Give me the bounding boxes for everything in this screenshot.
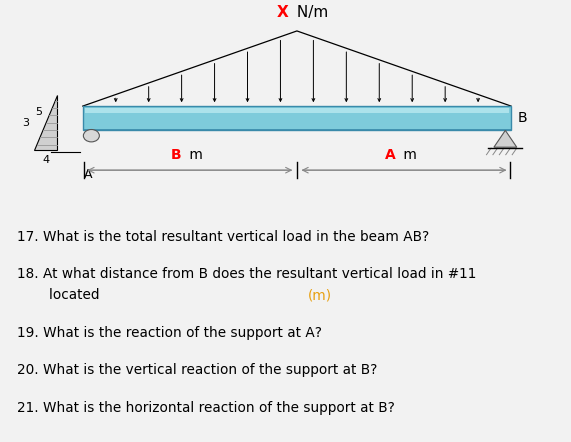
Text: 19. What is the reaction of the support at A?: 19. What is the reaction of the support … — [17, 326, 327, 339]
Text: 18. At what distance from B does the resultant vertical load in #11: 18. At what distance from B does the res… — [17, 267, 477, 282]
Text: 5: 5 — [35, 107, 42, 117]
Text: 17. What is the total resultant vertical load in the beam AB?: 17. What is the total resultant vertical… — [17, 230, 434, 244]
Text: (m): (m) — [308, 288, 332, 302]
Text: 4: 4 — [42, 155, 49, 165]
Text: 21. What is the horizontal reaction of the support at B?: 21. What is the horizontal reaction of t… — [17, 401, 399, 415]
Circle shape — [83, 130, 99, 142]
Polygon shape — [494, 130, 517, 147]
Text: X: X — [276, 5, 288, 20]
Text: m: m — [185, 148, 203, 162]
Text: located: located — [49, 288, 103, 302]
Text: 3: 3 — [22, 118, 29, 128]
Text: A: A — [85, 168, 93, 181]
Bar — [85, 108, 509, 113]
Text: 20. What is the vertical reaction of the support at B?: 20. What is the vertical reaction of the… — [17, 363, 382, 377]
Polygon shape — [34, 95, 57, 150]
Text: B: B — [518, 111, 528, 125]
Text: B: B — [171, 148, 182, 162]
FancyBboxPatch shape — [83, 106, 511, 130]
Text: A: A — [385, 148, 395, 162]
Text: m: m — [400, 148, 417, 162]
Text: N/m: N/m — [292, 5, 328, 20]
